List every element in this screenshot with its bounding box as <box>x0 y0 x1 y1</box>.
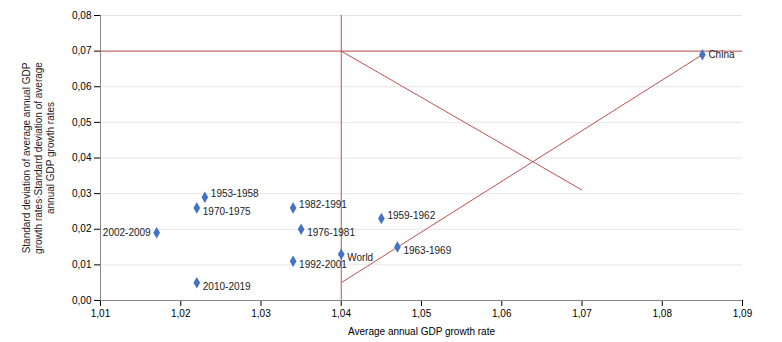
svg-text:1963-1969: 1963-1969 <box>403 245 451 256</box>
svg-text:Average annual GDP growth rate: Average annual GDP growth rate <box>348 326 495 337</box>
svg-text:0,08: 0,08 <box>72 10 92 21</box>
svg-text:1,02: 1,02 <box>171 308 191 319</box>
svg-text:China: China <box>708 49 735 60</box>
svg-text:1959-1962: 1959-1962 <box>387 210 435 221</box>
svg-text:World: World <box>347 252 373 263</box>
svg-text:0,06: 0,06 <box>72 81 92 92</box>
svg-text:2010-2019: 2010-2019 <box>203 281 251 292</box>
svg-text:1,04: 1,04 <box>332 308 352 319</box>
svg-text:1,06: 1,06 <box>492 308 512 319</box>
svg-text:0,00: 0,00 <box>72 295 92 306</box>
svg-text:1,07: 1,07 <box>572 308 592 319</box>
svg-text:0,02: 0,02 <box>72 223 92 234</box>
svg-text:1,09: 1,09 <box>733 308 753 319</box>
svg-text:2002-2009: 2002-2009 <box>103 227 151 238</box>
svg-text:1970-1975: 1970-1975 <box>203 206 251 217</box>
svg-text:1,03: 1,03 <box>251 308 271 319</box>
svg-text:1,05: 1,05 <box>412 308 432 319</box>
svg-text:1,01: 1,01 <box>91 308 111 319</box>
svg-text:1,08: 1,08 <box>653 308 673 319</box>
svg-text:0,04: 0,04 <box>72 152 92 163</box>
svg-text:0,03: 0,03 <box>72 188 92 199</box>
svg-text:0,07: 0,07 <box>72 45 92 56</box>
svg-text:0,05: 0,05 <box>72 117 92 128</box>
svg-text:1953-1958: 1953-1958 <box>211 188 259 199</box>
svg-text:1976-1981: 1976-1981 <box>307 227 355 238</box>
svg-text:0,01: 0,01 <box>72 259 92 270</box>
svg-text:1992-2001: 1992-2001 <box>299 259 347 270</box>
svg-text:Standard deviation of average: Standard deviation of average annual GDP… <box>21 62 56 254</box>
svg-text:1982-1991: 1982-1991 <box>299 199 347 210</box>
